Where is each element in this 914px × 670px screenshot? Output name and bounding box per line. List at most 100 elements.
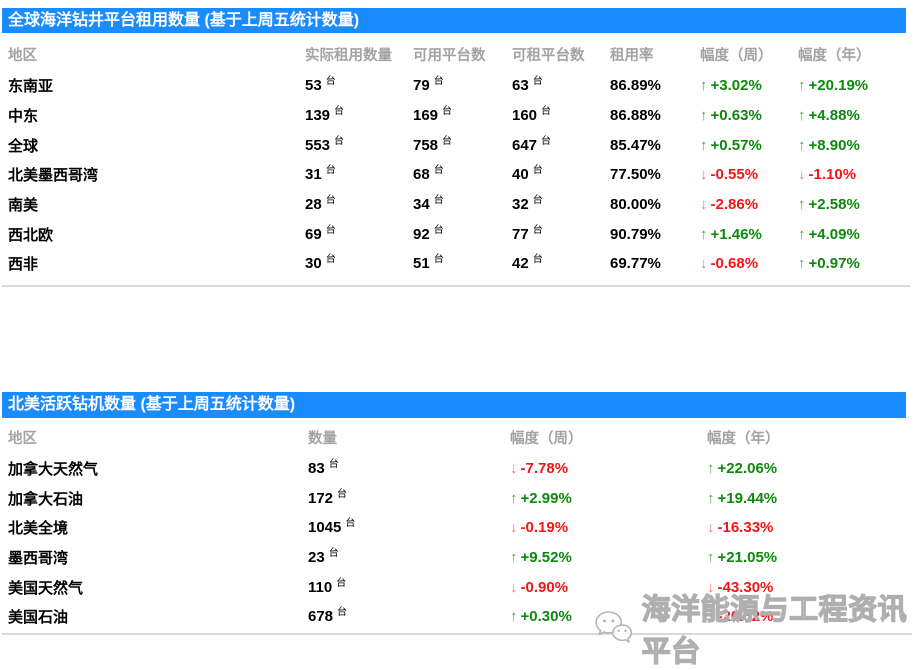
unit-label: 台 xyxy=(337,488,348,500)
available-cell: 51 台 xyxy=(413,254,444,273)
year-change-cell: ↑ +20.19% xyxy=(798,77,869,95)
count-cell: 1045 台 xyxy=(308,518,356,537)
year-change-cell: ↑ +8.90% xyxy=(798,136,860,154)
rate-cell: 77.50% xyxy=(610,166,661,184)
col-header-available: 可用平台数 xyxy=(413,48,486,64)
page: { "unit": "台", "colors": { "header_blue"… xyxy=(2,8,912,669)
trend-arrow-icon: ↓ xyxy=(700,196,708,214)
rentable-cell: 63 台 xyxy=(512,76,543,95)
trend-arrow-icon: ↓ xyxy=(798,166,806,184)
trend-arrow-icon: ↑ xyxy=(798,255,806,273)
unit-label: 台 xyxy=(541,106,552,118)
col-header-actual: 实际租用数量 xyxy=(305,48,392,64)
available-cell: 92 台 xyxy=(413,224,444,243)
unit-label: 台 xyxy=(328,459,339,471)
week-change-cell: ↓ -0.19% xyxy=(510,519,569,537)
actual-cell: 139 台 xyxy=(305,106,345,125)
actual-cell: 28 台 xyxy=(305,195,336,214)
week-change-cell: ↑ +9.52% xyxy=(510,549,572,567)
year-change-cell: ↑ +0.97% xyxy=(798,255,860,273)
trend-arrow-icon: ↑ xyxy=(798,225,806,243)
rate-cell: 80.00% xyxy=(610,196,661,214)
region-cell: 美国天然气 xyxy=(8,579,84,597)
table-row: 东南亚 53 台 79 台 63 台 86.89% ↑ +3.02% ↑ +20.19% xyxy=(2,71,910,101)
rentable-cell: 647 台 xyxy=(512,135,552,154)
table-row: 墨西哥湾 23 台 ↑ +9.52% ↑ +21.05% xyxy=(2,543,910,573)
unit-label: 台 xyxy=(442,106,453,118)
unit-label: 台 xyxy=(325,165,336,177)
unit-label: 台 xyxy=(433,254,444,266)
unit-label: 台 xyxy=(325,254,336,266)
trend-arrow-icon: ↑ xyxy=(798,196,806,214)
actual-cell: 553 台 xyxy=(305,135,345,154)
rentable-cell: 42 台 xyxy=(512,254,543,273)
col-header-rentable: 可租平台数 xyxy=(512,48,585,64)
available-cell: 79 台 xyxy=(413,76,444,95)
unit-label: 台 xyxy=(532,254,543,266)
count-cell: 678 台 xyxy=(308,607,348,626)
table-row: 西非 30 台 51 台 42 台 69.77% ↓ -0.68% ↑ +0.97% xyxy=(2,249,910,279)
available-cell: 758 台 xyxy=(413,135,453,154)
table-row: 加拿大石油 172 台 ↑ +2.99% ↑ +19.44% xyxy=(2,484,910,514)
table-row: 中东 139 台 169 台 160 台 86.88% ↑ +0.63% ↑ +4.88% xyxy=(2,101,910,131)
region-cell: 南美 xyxy=(8,197,39,215)
week-change-cell: ↓ -0.55% xyxy=(700,166,759,184)
year-change-cell: ↓ -43.30% xyxy=(707,578,774,596)
unit-label: 台 xyxy=(532,76,543,88)
year-change-cell: ↓ -1.10% xyxy=(798,166,857,184)
trend-arrow-icon: ↑ xyxy=(707,460,715,478)
year-change-cell: ↑ +22.06% xyxy=(707,460,778,478)
actual-cell: 69 台 xyxy=(305,224,336,243)
unit-label: 台 xyxy=(433,224,444,236)
trend-arrow-icon: ↑ xyxy=(798,77,806,95)
trend-arrow-icon: ↓ xyxy=(700,166,708,184)
region-cell: 西北欧 xyxy=(8,226,54,244)
table-row: 西北欧 69 台 92 台 77 台 90.79% ↑ +1.46% ↑ +4.09% xyxy=(2,219,910,249)
region-cell: 墨西哥湾 xyxy=(8,550,69,568)
unit-label: 台 xyxy=(325,76,336,88)
col-header-year-change: 幅度（年） xyxy=(798,48,871,64)
trend-arrow-icon: ↑ xyxy=(798,136,806,154)
unit-label: 台 xyxy=(532,165,543,177)
week-change-cell: ↓ -7.78% xyxy=(510,460,569,478)
rentable-cell: 77 台 xyxy=(512,224,543,243)
unit-label: 台 xyxy=(532,224,543,236)
region-cell: 加拿大天然气 xyxy=(8,461,99,479)
trend-arrow-icon: ↑ xyxy=(707,549,715,567)
trend-arrow-icon: ↑ xyxy=(510,489,518,507)
rentable-cell: 40 台 xyxy=(512,165,543,184)
actual-cell: 30 台 xyxy=(305,254,336,273)
col-header-region: 地区 xyxy=(8,431,37,447)
available-cell: 68 台 xyxy=(413,165,444,184)
count-cell: 172 台 xyxy=(308,488,348,507)
available-cell: 34 台 xyxy=(413,195,444,214)
unit-label: 台 xyxy=(541,135,552,147)
data-table: 地区 数量 幅度（周） 幅度（年） 加拿大天然气 83 台 ↓ -7.78% ↑ +2… xyxy=(2,418,910,632)
data-table: 地区 实际租用数量 可用平台数 可租平台数 租用率 幅度（周） 幅度（年） 东南… xyxy=(2,33,910,279)
rate-cell: 90.79% xyxy=(610,225,661,243)
table-row: 南美 28 台 34 台 32 台 80.00% ↓ -2.86% ↑ +2.58% xyxy=(2,190,910,220)
header-row: 地区 数量 幅度（周） 幅度（年） xyxy=(2,418,910,454)
week-change-cell: ↓ -0.68% xyxy=(700,255,759,273)
rate-cell: 85.47% xyxy=(610,136,661,154)
count-cell: 110 台 xyxy=(308,577,347,596)
trend-arrow-icon: ↓ xyxy=(707,519,715,537)
year-change-cell: ↑ +19.44% xyxy=(707,489,778,507)
trend-arrow-icon: ↑ xyxy=(707,489,715,507)
col-header-year-change: 幅度（年） xyxy=(707,431,780,447)
col-header-week-change: 幅度（周） xyxy=(510,431,583,447)
table-row: 加拿大天然气 83 台 ↓ -7.78% ↑ +22.06% xyxy=(2,454,910,484)
trend-arrow-icon: ↑ xyxy=(700,225,708,243)
year-change-cell: ↑ +21.05% xyxy=(707,549,778,567)
unit-label: 台 xyxy=(433,76,444,88)
week-change-cell: ↑ +0.30% xyxy=(510,608,572,626)
region-cell: 西非 xyxy=(8,256,39,274)
unit-label: 台 xyxy=(336,577,347,589)
section-divider xyxy=(2,285,910,287)
table-row: 北美全境 1045 台 ↓ -0.19% ↓ -16.33% xyxy=(2,513,910,543)
bottom-divider xyxy=(2,633,912,635)
region-cell: 加拿大石油 xyxy=(8,490,84,508)
trend-arrow-icon: ↓ xyxy=(707,608,715,626)
unit-label: 台 xyxy=(442,135,453,147)
trend-arrow-icon: ↓ xyxy=(510,519,518,537)
